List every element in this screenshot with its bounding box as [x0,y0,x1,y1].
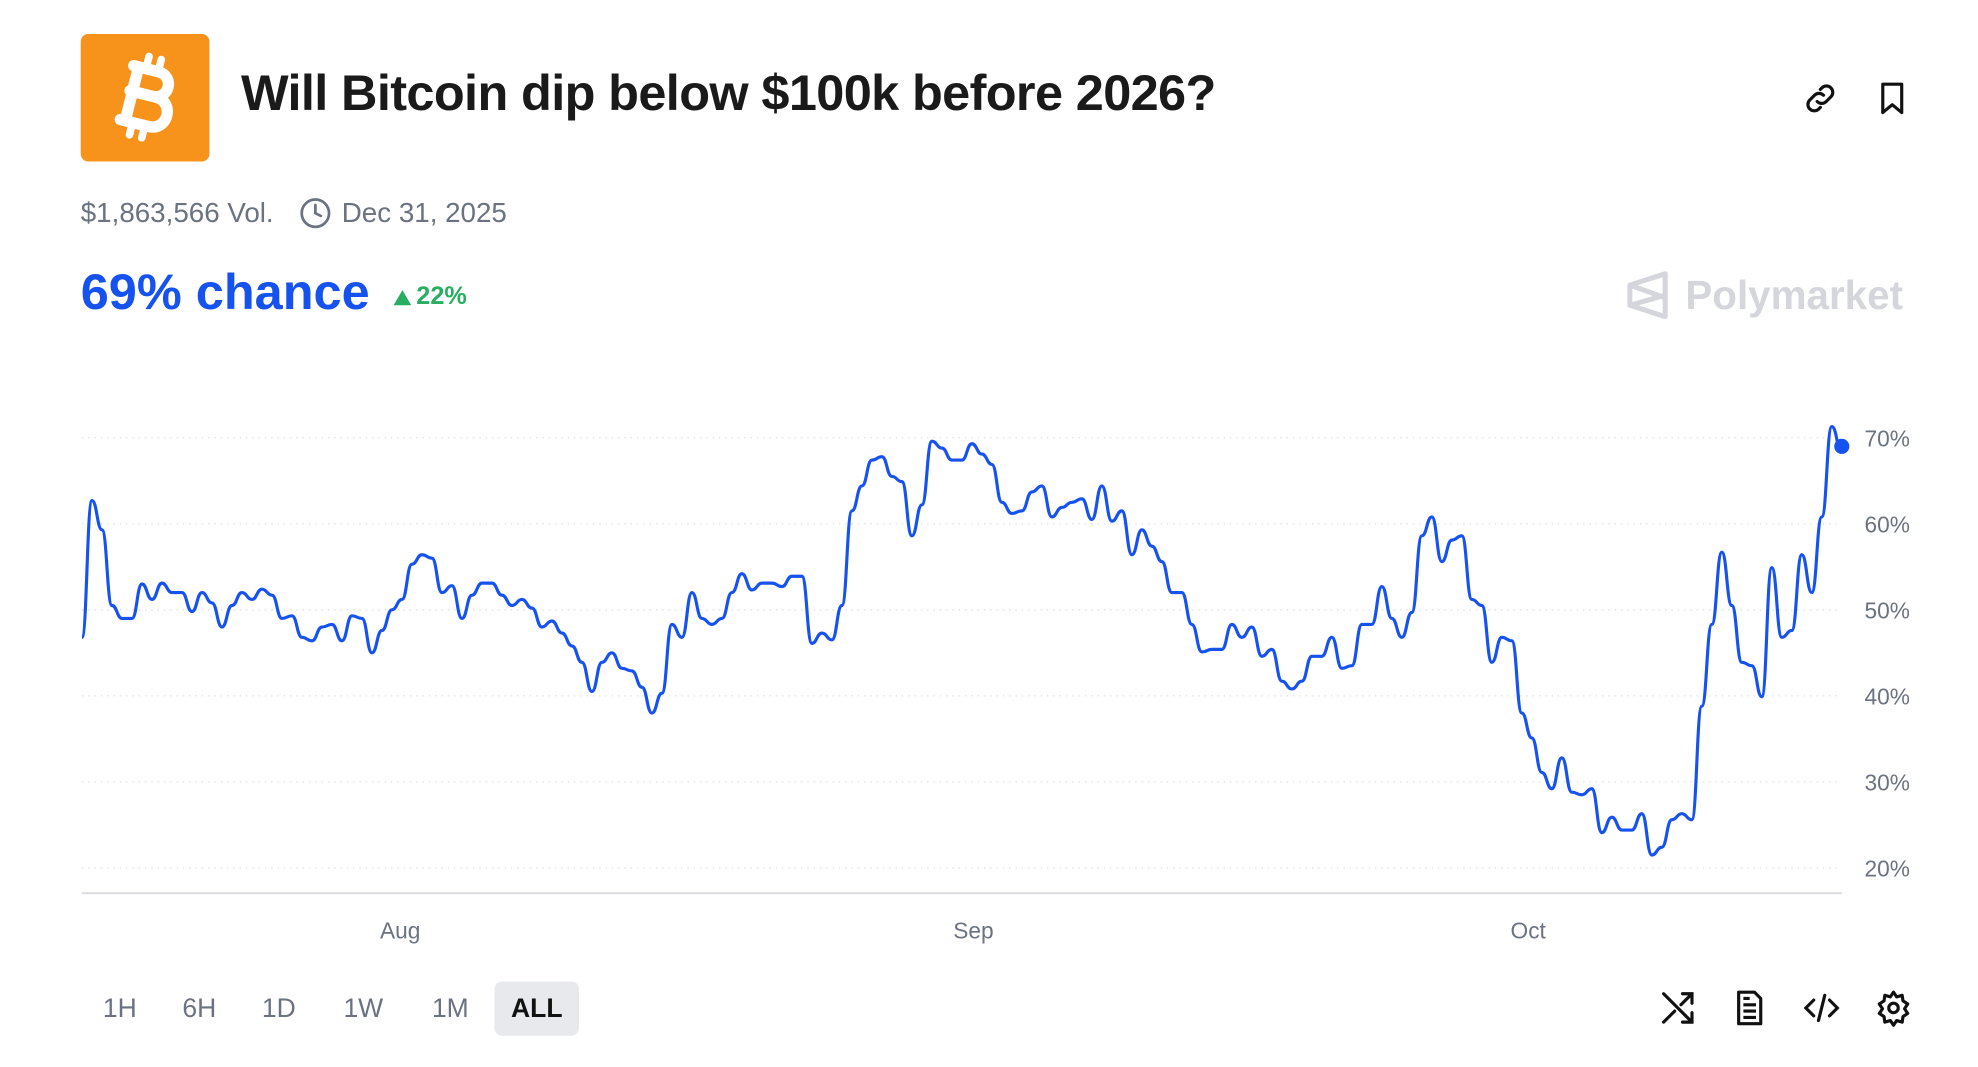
volume: $1,863,566 Vol. [80,196,274,229]
y-tick-label: 20% [1864,856,1909,882]
range-button-1d[interactable]: 1D [261,994,296,1024]
series-line [80,424,1843,857]
range-button-1w[interactable]: 1W [343,994,384,1024]
market-meta: $1,863,566 Vol. Dec 31, 2025 [81,197,507,230]
document-icon[interactable] [1731,989,1769,1027]
end-date: Dec 31, 2025 [341,196,507,229]
y-tick-label: 40% [1864,684,1909,710]
code-icon[interactable] [1803,989,1841,1027]
bitcoin-icon [80,34,210,162]
link-icon[interactable] [1801,79,1839,117]
clock-icon [299,197,332,230]
x-tick-label: Oct [1511,918,1547,944]
y-tick-label: 30% [1864,770,1909,796]
y-tick-label: 50% [1864,598,1909,624]
gear-icon[interactable] [1875,989,1913,1027]
chance-change: 22% [393,282,467,312]
last-point-marker [1834,438,1850,454]
chance-value: 69% chance [80,264,370,321]
brand-name: Polymarket [1685,271,1904,318]
x-tick-label: Sep [953,918,993,944]
y-tick-label: 70% [1864,426,1909,452]
polymarket-logo: Polymarket [1625,270,1903,320]
x-tick-label: Aug [380,918,420,944]
price-chart: 20% 30% 40% 50% 60% 70% Aug Sep Oct [80,424,1910,944]
range-button-1m[interactable]: 1M [431,994,469,1024]
market-title: Will Bitcoin dip below $100k before 2026… [240,65,1216,122]
range-button-all[interactable]: ALL [494,981,580,1036]
bookmark-icon[interactable] [1873,79,1911,117]
shuffle-icon[interactable] [1659,989,1697,1027]
triangle-up-icon [393,289,412,305]
change-value: 22% [416,282,467,311]
y-tick-label: 60% [1864,512,1909,538]
range-button-1h[interactable]: 1H [102,994,137,1024]
range-button-6h[interactable]: 6H [182,994,217,1024]
